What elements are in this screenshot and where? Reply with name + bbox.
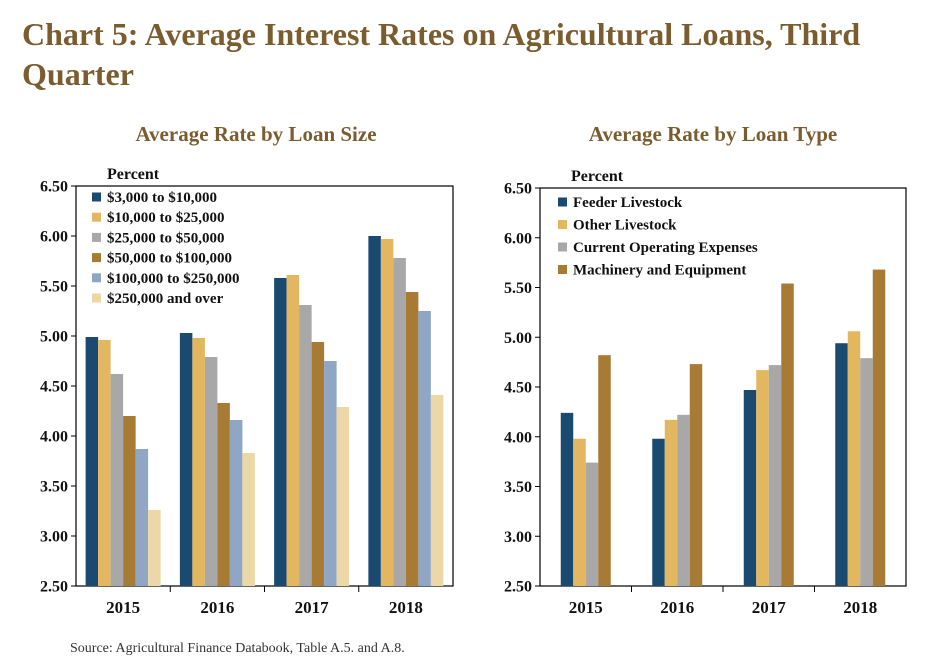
bar — [573, 438, 586, 586]
y-tick-label: 4.50 — [40, 379, 68, 396]
bar — [872, 269, 886, 586]
y-tick-label: 4.00 — [504, 429, 532, 446]
legend-entry: $250,000 and over — [107, 291, 224, 307]
legend-entry: Current Operating Expenses — [573, 240, 758, 256]
bar — [123, 416, 136, 586]
bar — [418, 311, 431, 586]
y-tick-label: 6.00 — [40, 229, 68, 246]
bar — [847, 331, 861, 586]
y-tick-label: 6.50 — [504, 181, 532, 198]
chart-title: Average Rate by Loan Size — [135, 122, 376, 146]
bar — [148, 510, 161, 586]
legend-swatch — [92, 253, 101, 263]
y-axis-label: Percent — [107, 166, 160, 183]
bar — [135, 449, 149, 586]
legend-entry: $10,000 to $25,000 — [107, 210, 225, 226]
legend-swatch — [558, 197, 567, 207]
legend-swatch — [92, 293, 101, 303]
x-tick-label: 2015 — [106, 598, 140, 617]
legend-swatch — [558, 220, 567, 229]
y-tick-label: 5.50 — [504, 280, 532, 297]
page-title: Chart 5: Average Interest Rates on Agric… — [22, 16, 861, 92]
legend-entry: Feeder Livestock — [573, 195, 683, 211]
y-tick-label: 5.00 — [40, 329, 68, 346]
y-tick-label: 3.50 — [40, 479, 68, 496]
bar — [311, 342, 325, 586]
bar — [336, 407, 350, 586]
x-tick-label: 2016 — [660, 598, 694, 617]
y-tick-label: 3.00 — [504, 529, 532, 546]
legend-swatch — [92, 192, 101, 202]
legend-swatch — [92, 273, 101, 283]
legend-swatch — [558, 242, 567, 252]
x-tick-label: 2017 — [752, 598, 787, 617]
legend-entry: Machinery and Equipment — [573, 263, 746, 279]
bar — [380, 239, 394, 586]
legend-swatch — [92, 212, 101, 222]
y-tick-label: 4.00 — [40, 429, 68, 446]
bar — [756, 370, 769, 586]
bar — [677, 414, 690, 586]
y-axis-label: Percent — [571, 168, 624, 185]
x-tick-label: 2018 — [843, 598, 877, 617]
y-tick-label: 2.50 — [504, 579, 532, 596]
legend-swatch — [92, 232, 101, 242]
bar — [560, 412, 574, 586]
bar — [192, 338, 205, 586]
bar — [110, 374, 124, 586]
bar — [393, 258, 406, 586]
chart-title: Average Rate by Loan Type — [589, 122, 837, 146]
y-tick-label: 5.00 — [504, 330, 532, 347]
bar — [324, 361, 337, 586]
bar — [299, 305, 312, 586]
bar — [598, 355, 611, 586]
bar — [689, 364, 703, 586]
x-tick-label: 2016 — [200, 598, 234, 617]
charts-canvas: Average Rate by Loan Size Percent 2.50 3.00… — [40, 122, 907, 617]
bar — [368, 236, 381, 586]
bar — [274, 278, 287, 586]
bar — [781, 283, 794, 586]
chart-loan-type: Average Rate by Loan Type Percent 2.50 3.00… — [504, 122, 907, 617]
bar — [585, 462, 599, 586]
y-tick-label: 3.50 — [504, 479, 532, 496]
bar — [242, 453, 255, 586]
bar — [743, 389, 757, 586]
bar — [179, 333, 193, 586]
y-tick-label: 4.50 — [504, 380, 532, 397]
bar — [430, 395, 444, 586]
bar — [405, 292, 419, 586]
source-note: Source: Agricultural Finance Databook, T… — [70, 641, 405, 656]
bar — [835, 343, 848, 586]
legend-entry: $25,000 to $50,000 — [107, 230, 225, 246]
y-tick-label: 2.50 — [40, 579, 68, 596]
legend-entry: Other Livestock — [573, 218, 677, 234]
bar — [85, 337, 99, 586]
bar — [860, 358, 873, 586]
bar — [98, 340, 111, 586]
x-tick-label: 2015 — [569, 598, 603, 617]
bar — [768, 365, 782, 586]
y-tick-label: 5.50 — [40, 279, 68, 296]
chart-loan-size: Average Rate by Loan Size Percent 2.50 3.00… — [40, 122, 454, 617]
x-tick-label: 2018 — [389, 598, 423, 617]
bar — [286, 275, 300, 586]
y-tick-label: 6.00 — [504, 230, 532, 247]
legend-entry: $50,000 to $100,000 — [107, 251, 232, 267]
bar — [652, 438, 665, 586]
legend-entry: $100,000 to $250,000 — [107, 271, 240, 287]
bar — [664, 419, 678, 586]
y-tick-label: 3.00 — [40, 529, 68, 546]
bar — [217, 403, 230, 586]
bar — [229, 420, 243, 586]
bar — [204, 357, 218, 586]
y-tick-label: 6.50 — [40, 179, 68, 196]
legend-swatch — [558, 265, 567, 274]
x-tick-label: 2017 — [295, 598, 330, 617]
legend-entry: $3,000 to $10,000 — [107, 190, 217, 206]
